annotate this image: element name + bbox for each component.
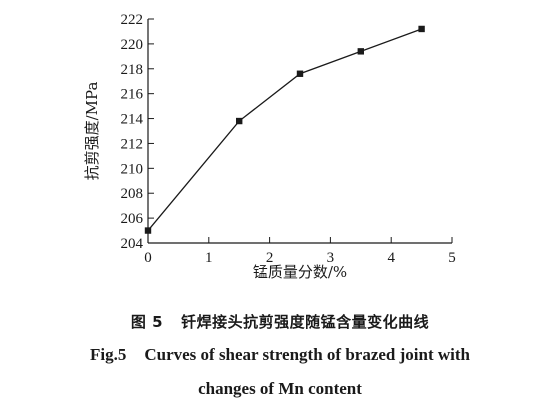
y-tick-label: 214 [121,112,144,128]
caption-zh-label: 图 5 [130,313,164,331]
data-point [418,25,425,33]
x-tick-label: 2 [266,250,274,266]
x-tick-label: 5 [448,250,456,266]
y-tick-label: 218 [121,62,144,78]
data-point [357,48,364,55]
x-tick-label: 4 [387,250,395,266]
caption-en-label: Fig.5 [89,345,127,364]
x-axis-title: 锰质量分数/% [253,263,347,281]
caption-en-text-1: Curves of shear strength of brazed joint… [144,345,470,364]
y-tick-label: 210 [121,161,144,177]
y-tick-label: 204 [121,236,144,252]
y-tick-label: 222 [121,12,144,28]
y-axis-title: 抗剪强度/MPa [83,82,101,181]
data-point [236,117,243,125]
x-tick-label: 0 [144,250,152,266]
y-tick-label: 212 [121,136,144,152]
caption-en-line1: Fig.5 Curves of shear strength of brazed … [0,345,560,365]
series-layer [144,25,425,234]
caption-zh: 图 5 钎焊接头抗剪强度随锰含量变化曲线 [0,311,560,332]
shear-strength-chart: 0 1 2 3 4 5 204 206 208 210 212 214 216 218 220 222 锰质量… [83,12,456,281]
x-tick-label: 1 [205,250,213,266]
series-line [147,28,422,231]
axes [147,19,452,244]
caption-zh-text: 钎焊接头抗剪强度随锰含量变化曲线 [181,313,430,331]
caption-en-line2: changes of Mn content [198,379,362,398]
x-tick-label: 3 [327,250,335,266]
y-tick-label: 220 [121,37,144,53]
y-tick-label: 206 [121,211,144,227]
data-point [144,227,152,234]
y-tick-label: 216 [121,87,144,103]
ticks: 0 1 2 3 4 5 204 206 208 210 212 214 216 218 220 222 [121,12,456,266]
data-point [296,70,304,77]
y-tick-label: 208 [121,186,144,202]
